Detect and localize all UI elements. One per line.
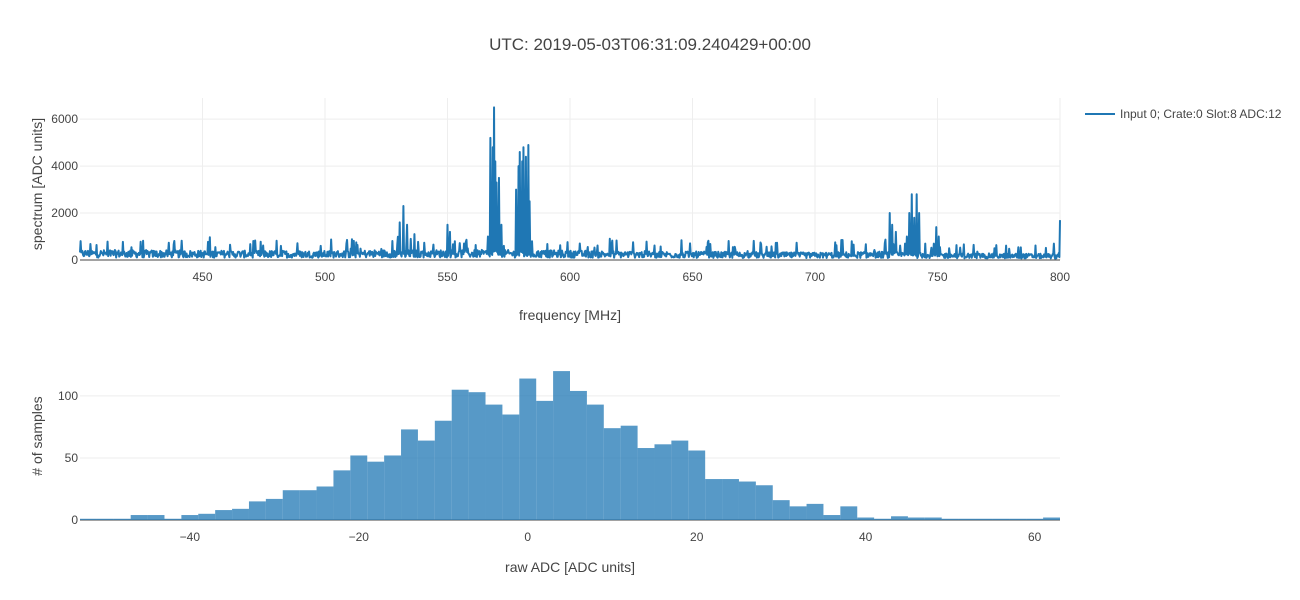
spectrum-y-axis-title: spectrum [ADC units] bbox=[29, 118, 45, 250]
histogram-bar bbox=[417, 440, 435, 520]
histogram-bar bbox=[705, 479, 723, 520]
histogram-bar bbox=[265, 498, 283, 520]
histogram-plot: −40 −20 0 20 40 60 0 50 100 raw ADC [ADC units]… bbox=[29, 371, 1060, 575]
spectrum-x-tick-label: 750 bbox=[927, 270, 947, 284]
histogram-bar bbox=[367, 461, 385, 520]
spectrum-x-tick-label: 700 bbox=[805, 270, 825, 284]
histogram-bar bbox=[857, 517, 875, 520]
histogram-x-tick-label: 0 bbox=[524, 530, 531, 544]
histogram-y-tick-label: 0 bbox=[71, 513, 78, 527]
histogram-bar bbox=[147, 515, 165, 520]
spectrum-x-tick-label: 600 bbox=[560, 270, 580, 284]
chart-title: UTC: 2019-05-03T06:31:09.240429+00:00 bbox=[489, 35, 811, 54]
histogram-bar bbox=[688, 450, 706, 520]
histogram-bar bbox=[603, 428, 621, 520]
spectrum-grid bbox=[80, 98, 1061, 261]
spectrum-x-tick-label: 500 bbox=[315, 270, 335, 284]
histogram-x-tick-label: 60 bbox=[1028, 530, 1042, 544]
histogram-bar bbox=[96, 518, 114, 520]
histogram-bar bbox=[451, 389, 469, 520]
histogram-bar bbox=[164, 518, 182, 520]
histogram-bar bbox=[772, 500, 790, 520]
histogram-x-tick-label: −40 bbox=[180, 530, 201, 544]
spectrum-x-tick-label: 650 bbox=[682, 270, 702, 284]
histogram-bar bbox=[1026, 518, 1044, 520]
histogram-bar bbox=[654, 444, 672, 520]
histogram-bar bbox=[891, 516, 908, 520]
spectrum-y-tick-label: 0 bbox=[71, 253, 78, 267]
histogram-bar bbox=[755, 485, 773, 520]
histogram-bar bbox=[113, 518, 131, 520]
histogram-bar bbox=[958, 518, 976, 520]
histogram-bar bbox=[502, 414, 520, 520]
histogram-bar bbox=[722, 479, 739, 520]
histogram-bar bbox=[485, 404, 503, 520]
histogram-bar bbox=[671, 440, 689, 520]
spectrum-y-ticks: 0 2000 4000 6000 bbox=[51, 112, 78, 267]
histogram-bar bbox=[282, 490, 300, 520]
histogram-bar bbox=[384, 455, 402, 520]
histogram-bar bbox=[637, 448, 655, 520]
spectrum-y-tick-label: 2000 bbox=[51, 206, 78, 220]
histogram-bar bbox=[586, 404, 604, 520]
histogram-bar bbox=[80, 518, 97, 520]
histogram-y-ticks: 0 50 100 bbox=[58, 389, 78, 527]
histogram-bar bbox=[232, 508, 249, 520]
histogram-bar bbox=[941, 518, 959, 520]
spectrum-x-tick-label: 800 bbox=[1050, 270, 1070, 284]
histogram-bar bbox=[789, 506, 807, 520]
histogram-bar bbox=[570, 390, 587, 520]
histogram-bar bbox=[823, 515, 841, 520]
spectrum-x-tick-label: 550 bbox=[437, 270, 457, 284]
spectrum-x-tick-label: 450 bbox=[192, 270, 212, 284]
spectrum-plot: 450 500 550 600 650 700 750 800 0 2000 4000 6000 f… bbox=[29, 98, 1070, 323]
histogram-bar bbox=[840, 506, 858, 520]
histogram-bar bbox=[130, 515, 148, 520]
histogram-x-axis-title: raw ADC [ADC units] bbox=[505, 559, 635, 575]
histogram-bar bbox=[350, 455, 368, 520]
histogram-bar bbox=[536, 400, 554, 520]
histogram-y-tick-label: 100 bbox=[58, 389, 78, 403]
histogram-bar bbox=[468, 392, 486, 520]
spectrum-series-line bbox=[79, 106, 1061, 260]
histogram-bar bbox=[198, 513, 216, 520]
histogram-bar bbox=[215, 510, 233, 520]
histogram-y-tick-label: 50 bbox=[65, 451, 79, 465]
histogram-bar bbox=[620, 425, 638, 520]
histogram-y-axis-title: # of samples bbox=[29, 396, 45, 475]
histogram-bar bbox=[519, 378, 537, 520]
histogram-bar bbox=[401, 429, 418, 520]
histogram-x-tick-label: 40 bbox=[859, 530, 873, 544]
histogram-bar bbox=[1009, 518, 1027, 520]
histogram-bar bbox=[181, 515, 199, 520]
spectrum-x-ticks: 450 500 550 600 650 700 750 800 bbox=[192, 270, 1070, 284]
histogram-bars bbox=[80, 371, 1060, 520]
histogram-x-ticks: −40 −20 0 20 40 60 bbox=[180, 530, 1042, 544]
histogram-bar bbox=[333, 470, 351, 520]
histogram-bar bbox=[924, 517, 942, 520]
spectrum-y-tick-label: 4000 bbox=[51, 159, 78, 173]
histogram-bar bbox=[907, 517, 925, 520]
histogram-bar bbox=[299, 490, 317, 520]
histogram-bar bbox=[316, 486, 334, 520]
histogram-bar bbox=[975, 518, 993, 520]
histogram-bar bbox=[738, 481, 756, 520]
histogram-bar bbox=[874, 518, 892, 520]
legend[interactable]: Input 0; Crate:0 Slot:8 ADC:12 bbox=[1085, 107, 1282, 121]
histogram-bar bbox=[806, 503, 824, 520]
histogram-bar bbox=[553, 371, 570, 520]
histogram-bar bbox=[1043, 517, 1060, 520]
spectrum-y-tick-label: 6000 bbox=[51, 112, 78, 126]
spectrum-x-axis-title: frequency [MHz] bbox=[519, 307, 621, 323]
histogram-x-tick-label: 20 bbox=[690, 530, 704, 544]
histogram-x-tick-label: −20 bbox=[349, 530, 370, 544]
legend-item-label: Input 0; Crate:0 Slot:8 ADC:12 bbox=[1120, 107, 1282, 121]
histogram-bar bbox=[248, 501, 266, 520]
histogram-bar bbox=[992, 518, 1010, 520]
histogram-bar bbox=[434, 420, 452, 520]
